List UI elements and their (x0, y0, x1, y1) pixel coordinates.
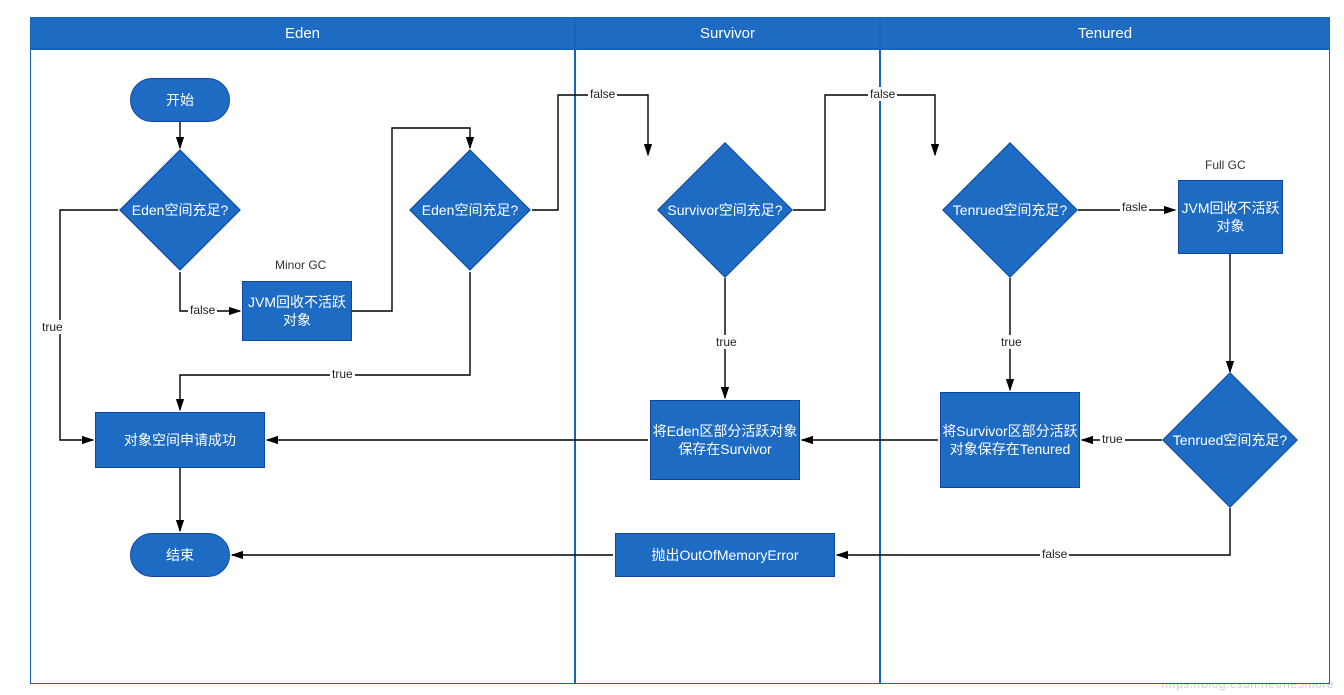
lane-label: Survivor (700, 25, 755, 42)
node-tenured1: Tenrued空间充足? (942, 142, 1078, 278)
node-save-tenured: 将Survivor区部分活跃对象保存在Tenured (940, 392, 1080, 488)
node-save-survivor: 将Eden区部分活跃对象保存在Survivor (650, 400, 800, 480)
edge-label-true: true (330, 367, 355, 381)
node-label: 结束 (166, 546, 194, 564)
node-success: 对象空间申请成功 (95, 412, 265, 468)
edge-label-fasle: fasle (1120, 200, 1149, 214)
edge-label-false: false (188, 303, 217, 317)
lane-label: Tenured (1078, 25, 1132, 42)
edge-label-true: true (1100, 432, 1125, 446)
edge-label-true: true (40, 320, 65, 334)
node-eden2: Eden空间充足? (410, 150, 530, 270)
node-start: 开始 (130, 78, 230, 122)
edge-label-false: false (588, 87, 617, 101)
node-label: Eden空间充足? (132, 201, 228, 219)
node-eden1: Eden空间充足? (120, 150, 240, 270)
node-label: 将Eden区部分活跃对象保存在Survivor (651, 422, 799, 458)
node-tenured2: Tenrued空间充足? (1162, 372, 1298, 508)
lane-label: Eden (285, 25, 320, 42)
node-label: JVM回收不活跃对象 (1179, 199, 1282, 235)
node-survivor: Survivor空间充足? (657, 142, 793, 278)
node-full-gc: JVM回收不活跃对象 (1178, 180, 1283, 254)
node-label: Eden空间充足? (422, 201, 518, 219)
node-oom: 抛出OutOfMemoryError (615, 533, 835, 577)
lane-header-survivor: Survivor (575, 17, 880, 49)
lane-header-tenured: Tenured (880, 17, 1330, 49)
edge-label-true: true (714, 335, 739, 349)
node-label: 开始 (166, 91, 194, 109)
node-label: Tenrued空间充足? (1173, 431, 1287, 449)
node-minor-gc: JVM回收不活跃对象 (242, 281, 352, 341)
node-label: Survivor空间充足? (667, 201, 782, 219)
annot-full-gc: Full GC (1205, 158, 1246, 172)
node-label: 将Survivor区部分活跃对象保存在Tenured (941, 422, 1079, 458)
lane-body-eden (30, 49, 575, 684)
node-label: 抛出OutOfMemoryError (651, 546, 798, 564)
node-label: JVM回收不活跃对象 (243, 293, 351, 329)
edge-label-false: false (1040, 547, 1069, 561)
node-end: 结束 (130, 533, 230, 577)
lane-header-eden: Eden (30, 17, 575, 49)
edge-label-false: false (868, 87, 897, 101)
node-label: 对象空间申请成功 (124, 431, 236, 449)
edge-label-true: true (999, 335, 1024, 349)
annot-minor-gc: Minor GC (275, 258, 326, 272)
node-label: Tenrued空间充足? (953, 201, 1067, 219)
